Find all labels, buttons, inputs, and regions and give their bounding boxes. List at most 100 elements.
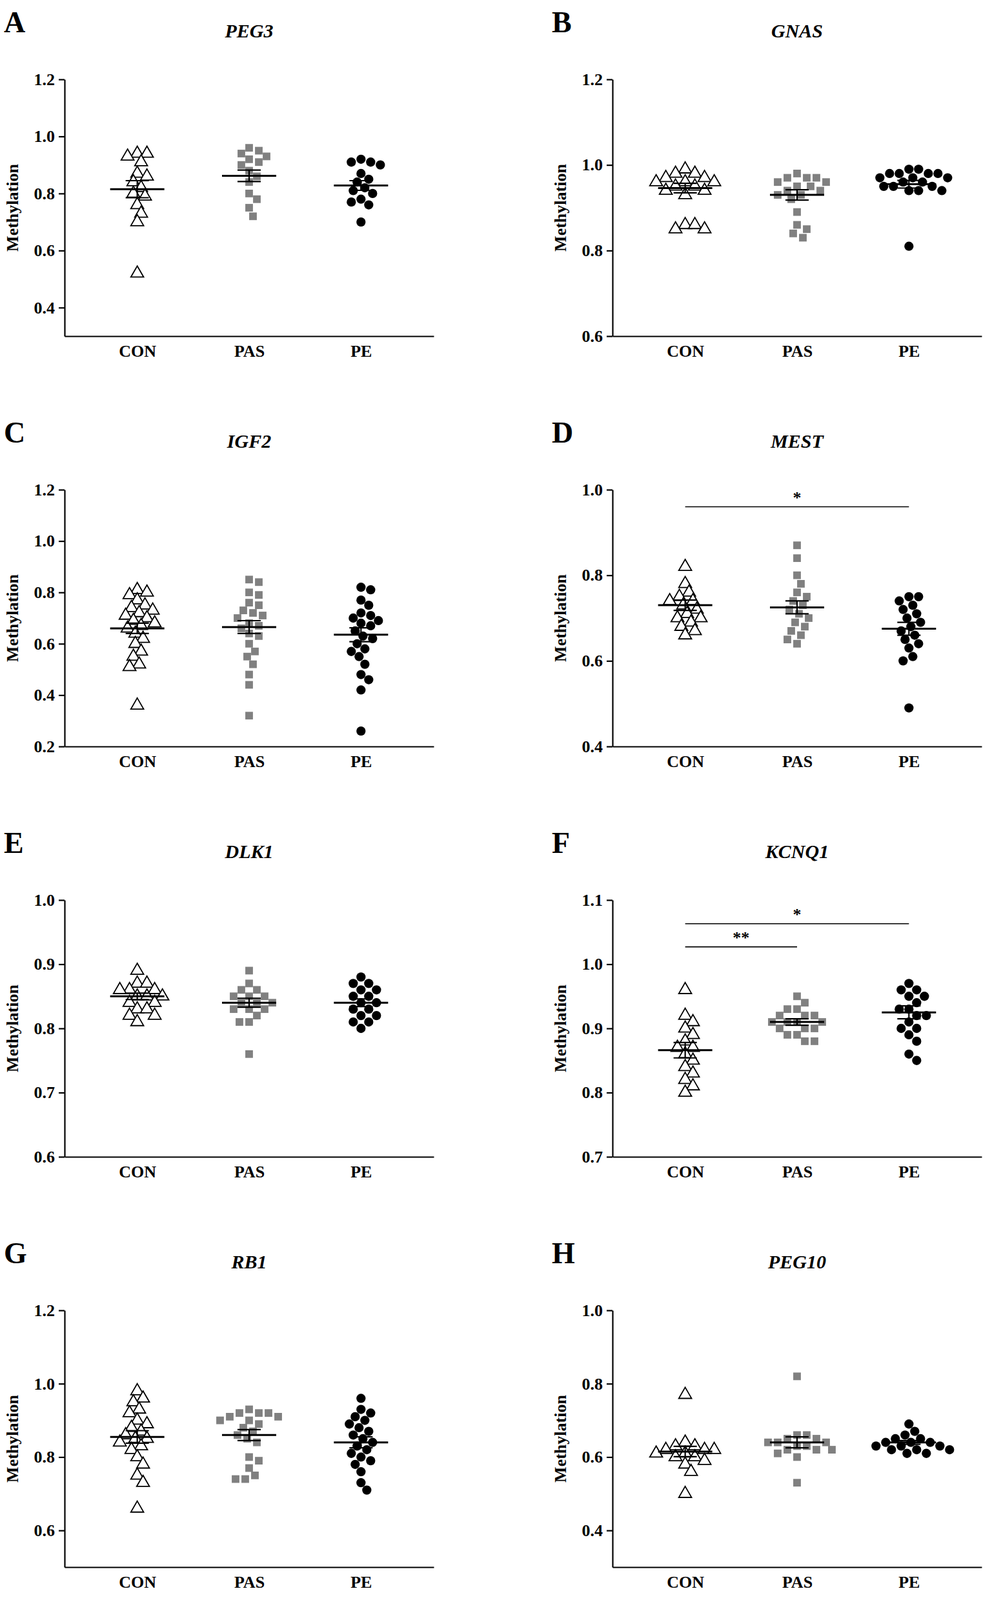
point — [245, 143, 253, 152]
point — [902, 613, 912, 623]
y-tick-label: 0.6 — [34, 241, 56, 261]
y-tick-label: 0.4 — [582, 1521, 604, 1541]
chart-title: GNAS — [771, 20, 823, 42]
x-tick-label: PAS — [782, 752, 813, 772]
y-axis: 0.60.81.01.2 — [582, 70, 614, 346]
plot-area — [658, 541, 937, 713]
point — [231, 1476, 240, 1484]
point — [911, 1445, 921, 1455]
error-bar — [908, 1006, 910, 1020]
panel-label: E — [3, 826, 24, 860]
point — [123, 1008, 137, 1020]
x-tick: CON — [118, 1567, 157, 1593]
point — [793, 221, 801, 230]
point — [793, 588, 801, 597]
y-axis-title: Methylation — [551, 984, 570, 1073]
point — [356, 1452, 366, 1462]
error-cap — [125, 992, 150, 994]
x-axis-line — [613, 1567, 983, 1569]
panel-label: C — [3, 416, 26, 450]
y-tick-label: 0.6 — [582, 327, 604, 346]
error-cap — [125, 180, 150, 182]
point — [688, 623, 702, 635]
chart-title: MEST — [769, 430, 825, 452]
panel-label: D — [551, 416, 574, 450]
error-cap — [349, 1436, 373, 1438]
error-cap — [785, 613, 809, 615]
error-cap — [349, 641, 373, 643]
y-tick-mark — [606, 964, 613, 966]
y-tick-mark — [606, 489, 613, 491]
error-cap — [349, 627, 373, 629]
plot-area — [110, 143, 389, 277]
y-tick: 0.8 — [582, 241, 614, 261]
y-tick: 1.0 — [582, 155, 614, 175]
chart-title: RB1 — [230, 1251, 267, 1273]
y-tick-label: 0.6 — [34, 1521, 56, 1541]
y-tick-label: 0.9 — [34, 955, 56, 974]
error-cap — [897, 1018, 921, 1020]
error-cap — [349, 189, 373, 192]
point — [911, 609, 921, 619]
y-axis-title: Methylation — [551, 163, 570, 252]
point — [793, 640, 801, 648]
x-tick-label: PE — [898, 752, 920, 772]
point — [898, 177, 908, 187]
y-tick-mark — [58, 1310, 65, 1312]
y-tick-label: 0.7 — [34, 1083, 56, 1103]
point — [797, 631, 805, 640]
error-cap — [125, 622, 150, 625]
point — [678, 1059, 692, 1071]
point — [360, 644, 370, 654]
y-tick: 0.8 — [582, 1083, 614, 1103]
error-cap — [237, 1006, 261, 1009]
point — [356, 194, 366, 204]
point — [678, 1387, 692, 1399]
point — [358, 631, 368, 641]
point — [245, 203, 253, 212]
series — [222, 575, 277, 720]
error-cap — [897, 1005, 921, 1007]
point — [237, 986, 246, 994]
point — [237, 624, 246, 633]
series — [333, 154, 388, 228]
y-tick-label: 1.0 — [582, 955, 604, 974]
error-cap — [673, 1456, 698, 1458]
point — [896, 985, 906, 995]
y-tick: 0.6 — [582, 1448, 614, 1467]
point — [249, 609, 257, 617]
point — [649, 174, 663, 186]
point — [252, 986, 261, 994]
point — [787, 627, 796, 636]
y-tick-mark — [58, 136, 65, 138]
point — [886, 1445, 896, 1455]
y-tick-mark — [58, 1530, 65, 1533]
point — [894, 596, 904, 606]
y-axis: 0.40.60.81.0 — [582, 1301, 614, 1569]
point — [245, 1417, 253, 1426]
y-tick-mark — [606, 575, 613, 577]
y-tick: 0.7 — [34, 1083, 66, 1103]
y-tick-label: 1.1 — [582, 891, 604, 910]
series — [649, 161, 721, 233]
point — [252, 1439, 261, 1447]
point — [678, 161, 692, 173]
point — [254, 622, 263, 630]
x-tick-label: PE — [350, 1573, 372, 1593]
chart-title: DLK1 — [224, 840, 274, 863]
x-axis: CONPASPE — [65, 746, 435, 772]
point — [904, 643, 914, 653]
y-tick-label: 0.8 — [582, 566, 604, 585]
point — [136, 1457, 150, 1469]
x-tick-label: PAS — [234, 1162, 265, 1182]
chart-title: IGF2 — [226, 430, 272, 452]
y-tick-label: 0.4 — [34, 686, 56, 705]
y-tick-mark — [58, 489, 65, 491]
point — [663, 593, 677, 605]
point — [810, 1037, 819, 1046]
point — [356, 582, 366, 592]
error-cap — [673, 609, 698, 612]
point — [264, 1409, 273, 1418]
point — [121, 149, 135, 161]
point — [237, 149, 246, 158]
